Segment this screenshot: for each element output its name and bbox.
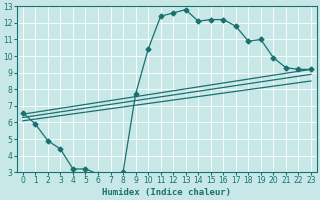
X-axis label: Humidex (Indice chaleur): Humidex (Indice chaleur) [102,188,231,197]
